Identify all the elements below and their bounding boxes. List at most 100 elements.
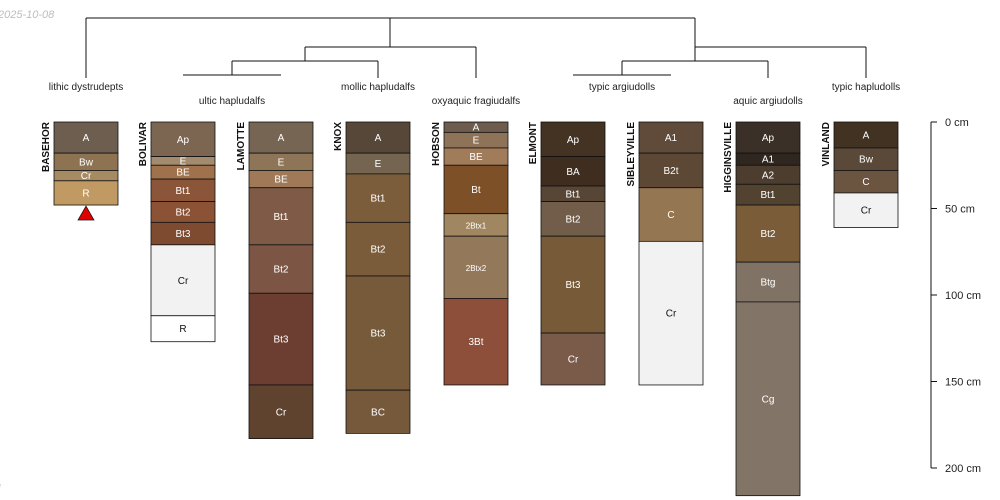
horizon-vinland-a (833, 121, 899, 149)
horizon-vinland-cr (833, 192, 899, 228)
horizon-knox-bc (345, 389, 411, 434)
horizon-label: Ap (567, 135, 580, 146)
horizon-sibleyville-a1 (638, 121, 704, 154)
horizon-basehor-a (53, 121, 119, 154)
horizon-elmont-ap (540, 121, 606, 157)
horizon-label: B2t (663, 166, 678, 177)
horizon-hobson-3bt (443, 298, 509, 386)
profile-elmont: Ap BA Bt1 Bt2 Bt3 Cr ELMONT (528, 121, 606, 386)
depth-axis: 0 cm 50 cm 100 cm 150 cm 200 cm (930, 117, 981, 475)
horizon-label: Bt2 (370, 245, 385, 256)
horizon-label: Bt (471, 185, 481, 196)
horizon-label: Cr (81, 171, 92, 182)
horizon-higginsville-cg (735, 301, 801, 497)
horizon-label: BC (371, 407, 385, 418)
profile-basehor: A Bw Cr R BASEHOR (41, 121, 119, 221)
depth-tick-label: 150 cm (945, 377, 981, 389)
profile-name: BOLIVAR (138, 121, 149, 166)
horizon-label: BA (566, 167, 580, 178)
horizon-lamotte-bt3 (248, 292, 314, 386)
horizon-bolivar-r (150, 315, 216, 343)
taxon-labels: lithic dystrudepts ultic hapludalfs mollic… (49, 82, 900, 107)
horizon-label: Bt2 (565, 214, 580, 225)
horizon-bolivar-ap (150, 121, 216, 157)
profile-name: LAMOTTE (236, 122, 247, 171)
horizon-label: Bt3 (273, 335, 288, 346)
horizon-label: Bt2 (760, 229, 775, 240)
horizon-label: Bt1 (370, 194, 385, 205)
horizon-label: Bt1 (565, 189, 580, 200)
horizon-lamotte-cr (248, 384, 314, 439)
horizon-label: Bt1 (175, 186, 190, 197)
corner-stamp: l (0, 483, 1, 495)
horizon-label: A (863, 130, 870, 141)
horizon-label: Bt3 (175, 229, 190, 240)
horizon-label: Ap (177, 135, 190, 146)
profile-name: HOBSON (431, 122, 442, 166)
horizon-knox-a (345, 121, 411, 154)
profile-name: ELMONT (528, 122, 539, 164)
horizon-elmont-bt3 (540, 235, 606, 334)
horizon-label: C (862, 177, 869, 188)
lithic-contact-marker (77, 205, 95, 221)
horizon-label: Bt1 (760, 190, 775, 201)
taxon-label: lithic dystrudepts (49, 82, 123, 93)
horizon-label: 2Btx2 (466, 264, 487, 273)
horizon-lamotte-bt1 (248, 187, 314, 246)
horizon-knox-bt3 (345, 275, 411, 391)
profile-name: KNOX (333, 122, 344, 151)
horizon-lamotte-bt2 (248, 244, 314, 294)
horizon-sibleyville-cr (638, 240, 704, 386)
horizon-elmont-bt2 (540, 201, 606, 237)
horizon-basehor-r (53, 180, 119, 206)
horizon-label: Cr (276, 407, 287, 418)
horizon-label: E (473, 136, 480, 147)
depth-tick-label: 0 cm (945, 117, 969, 129)
horizon-lamotte-a (248, 121, 314, 154)
horizon-label: Ap (762, 133, 775, 144)
taxon-label: typic hapludolls (832, 82, 900, 93)
horizon-label: Bt2 (273, 265, 288, 276)
horizon-higginsville-ap (735, 121, 801, 154)
horizon-label: A (473, 123, 480, 134)
horizon-label: E (278, 157, 285, 168)
horizon-label: R (82, 188, 89, 199)
profile-hobson: AE BE Bt 2Btx1 2Btx2 3Bt HOBSON (431, 121, 509, 386)
profile-lamotte: A E BE Bt1 Bt2 Bt3 Cr LAMOTTE (236, 121, 314, 439)
horizon-label: BE (176, 168, 190, 179)
horizon-hobson-2btx2 (443, 235, 509, 299)
horizon-label: Bw (79, 157, 94, 168)
taxon-label: mollic hapludalfs (341, 82, 415, 93)
horizon-label: Cr (178, 276, 189, 287)
horizon-label: Cr (666, 309, 677, 320)
depth-tick-label: 100 cm (945, 290, 981, 302)
dendrogram (85, 17, 867, 78)
taxon-label: ultic hapludalfs (199, 96, 265, 107)
horizon-label: A2 (762, 170, 775, 181)
profile-knox: A E Bt1 Bt2 Bt3 BC KNOX (333, 121, 411, 434)
horizon-label: Bt3 (565, 280, 580, 291)
horizon-label: Bt1 (273, 212, 288, 223)
profile-higginsville: Ap A1 A2 Bt1 Bt2 Btg Cg HIGGINSVILLE (723, 121, 801, 497)
horizon-label: Cr (568, 355, 579, 366)
horizon-label: Btg (760, 278, 775, 289)
horizon-label: Cg (762, 394, 775, 405)
horizon-label: E (375, 159, 382, 170)
horizon-label: A1 (665, 133, 678, 144)
horizon-label: Bw (859, 155, 874, 166)
horizon-label: Cr (861, 206, 872, 217)
horizon-label: Bt3 (370, 329, 385, 340)
profile-sibleyville: A1 B2t C Cr SIBLEYVILLE (626, 121, 704, 386)
horizon-knox-bt2 (345, 221, 411, 277)
horizon-label: A1 (762, 155, 775, 166)
depth-tick-label: 200 cm (945, 463, 981, 475)
horizon-label: BE (469, 152, 483, 163)
profile-name: HIGGINSVILLE (723, 122, 734, 193)
taxon-label: typic argiudolls (589, 82, 655, 93)
depth-tick-label: 50 cm (945, 204, 975, 216)
date-stamp: 2025-10-08 (0, 9, 55, 21)
horizon-label: R (179, 324, 186, 335)
